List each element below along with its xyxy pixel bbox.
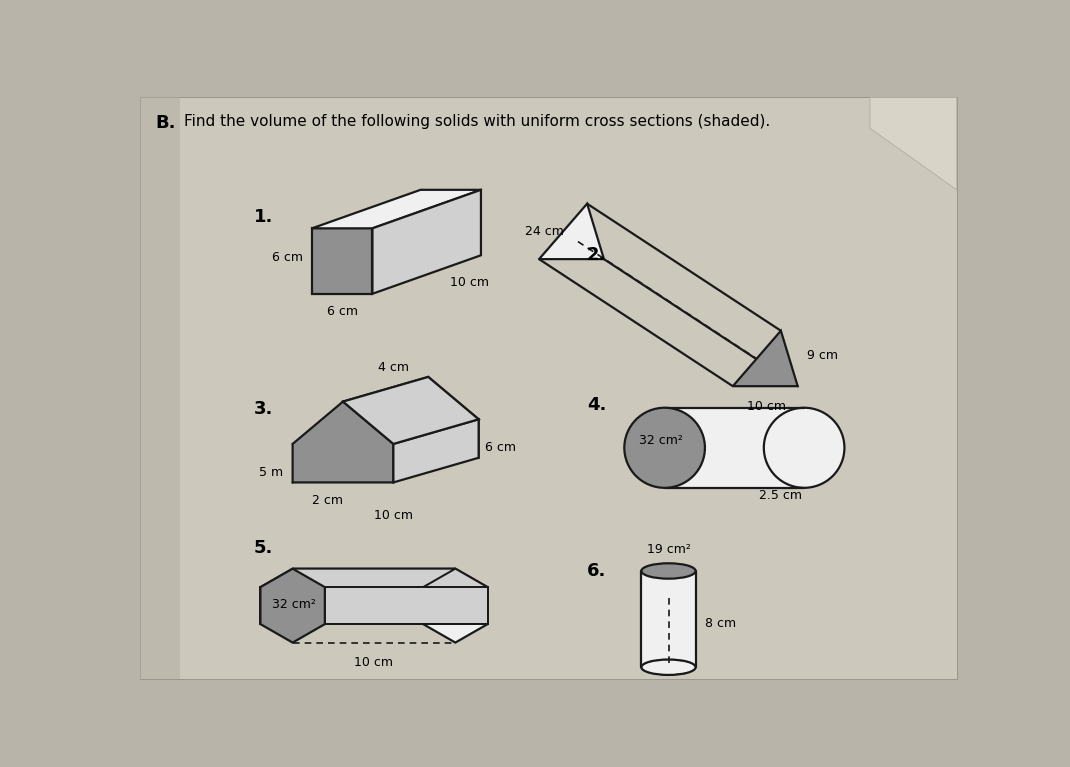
Ellipse shape <box>641 660 696 675</box>
Text: 3.: 3. <box>254 400 273 418</box>
Text: Find the volume of the following solids with uniform cross sections (shaded).: Find the volume of the following solids … <box>184 114 770 130</box>
Text: 6.: 6. <box>587 562 607 580</box>
Polygon shape <box>733 331 798 386</box>
Text: 9 cm: 9 cm <box>807 349 838 362</box>
Text: 19 cm²: 19 cm² <box>646 542 690 555</box>
Polygon shape <box>260 568 456 588</box>
Polygon shape <box>870 97 957 189</box>
Text: 32 cm²: 32 cm² <box>272 597 316 611</box>
Text: 6 cm: 6 cm <box>485 440 516 453</box>
Polygon shape <box>394 420 478 482</box>
Text: 4.: 4. <box>587 397 607 414</box>
Text: 6 cm: 6 cm <box>272 251 303 264</box>
Polygon shape <box>378 377 478 458</box>
Polygon shape <box>539 204 603 259</box>
Text: 32 cm²: 32 cm² <box>639 433 683 446</box>
Text: 2 cm: 2 cm <box>312 494 343 507</box>
Text: 6 cm: 6 cm <box>326 305 357 318</box>
Text: 10 cm: 10 cm <box>449 275 489 288</box>
Text: 5 m: 5 m <box>259 466 284 479</box>
Polygon shape <box>292 568 488 588</box>
Polygon shape <box>372 189 480 294</box>
Ellipse shape <box>624 408 705 488</box>
Text: B.: B. <box>155 114 175 133</box>
Text: 24 cm: 24 cm <box>525 225 564 238</box>
Polygon shape <box>423 568 488 643</box>
Text: 1.: 1. <box>254 208 273 225</box>
Polygon shape <box>260 568 325 643</box>
Polygon shape <box>312 189 480 229</box>
Text: 2.: 2. <box>587 246 607 265</box>
Text: 8 cm: 8 cm <box>705 617 736 630</box>
Polygon shape <box>292 402 394 482</box>
Text: 4 cm: 4 cm <box>378 360 409 374</box>
Polygon shape <box>312 229 372 294</box>
Ellipse shape <box>641 563 696 578</box>
Polygon shape <box>664 408 805 488</box>
Text: 5.: 5. <box>254 539 273 557</box>
Text: 10 cm: 10 cm <box>747 400 786 413</box>
Text: 2.5 cm: 2.5 cm <box>760 489 802 502</box>
Text: 10 cm: 10 cm <box>354 657 394 670</box>
Polygon shape <box>325 588 488 624</box>
Polygon shape <box>641 571 696 667</box>
Ellipse shape <box>764 408 844 488</box>
Polygon shape <box>260 588 423 624</box>
Polygon shape <box>140 97 180 679</box>
Polygon shape <box>343 377 478 444</box>
Text: 10 cm: 10 cm <box>373 509 413 522</box>
